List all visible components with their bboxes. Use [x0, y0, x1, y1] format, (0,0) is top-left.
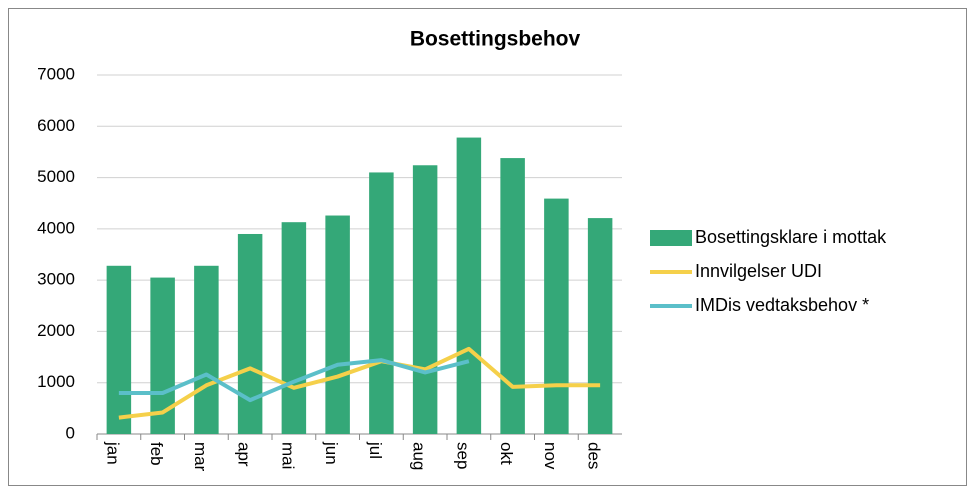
- bar: [325, 215, 350, 434]
- x-tick-label: okt: [497, 442, 516, 465]
- y-tick-label: 4000: [37, 218, 75, 237]
- x-tick-label: aug: [410, 442, 429, 470]
- y-tick-label: 2000: [37, 321, 75, 340]
- bar: [237, 233, 263, 434]
- x-tick-label: des: [585, 442, 604, 469]
- x-tick-label: jan: [103, 441, 122, 465]
- legend-label: Innvilgelser UDI: [695, 261, 822, 281]
- y-tick-label: 0: [66, 423, 75, 442]
- y-tick-label: 5000: [37, 167, 75, 186]
- legend-label: Bosettingsklare i mottak: [695, 227, 887, 247]
- x-tick-label: jun: [322, 441, 341, 465]
- y-tick-label: 1000: [37, 372, 75, 391]
- x-tick-label: mar: [191, 442, 210, 472]
- line: [118, 346, 601, 420]
- x-tick-label: apr: [235, 442, 254, 467]
- bar: [194, 265, 219, 434]
- line: [118, 358, 470, 403]
- x-tick-label: sep: [453, 442, 472, 469]
- x-tick-label: nov: [541, 442, 560, 470]
- bar: [369, 172, 394, 434]
- x-tick-label: jul: [366, 441, 385, 459]
- bar: [456, 137, 482, 434]
- bar: [587, 218, 613, 434]
- bar: [412, 165, 438, 434]
- y-tick-label: 3000: [37, 270, 75, 289]
- y-tick-label: 6000: [37, 116, 75, 135]
- chart-title: Bosettingsbehov: [410, 28, 581, 51]
- bar: [500, 158, 525, 434]
- x-tick-label: mai: [278, 442, 297, 469]
- legend-swatch: [650, 230, 692, 246]
- bar: [281, 222, 307, 434]
- y-tick-label: 7000: [37, 64, 75, 83]
- bar: [544, 198, 569, 434]
- legend-label: IMDis vedtaksbehov *: [695, 295, 869, 315]
- x-tick-label: feb: [147, 442, 166, 466]
- bar: [106, 265, 132, 434]
